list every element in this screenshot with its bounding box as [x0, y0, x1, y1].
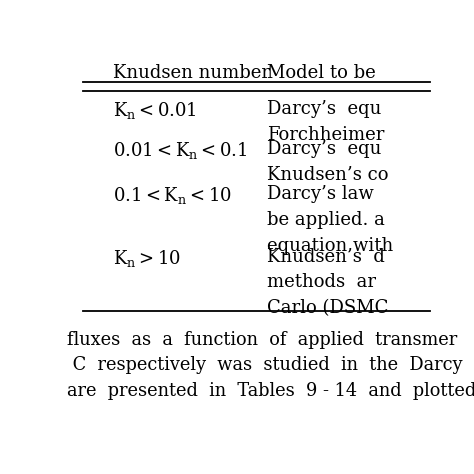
Text: $\mathregular{0.1 < K_n < 10}$: $\mathregular{0.1 < K_n < 10}$ — [112, 185, 231, 206]
Text: C  respectively  was  studied  in  the  Darcy  r: C respectively was studied in the Darcy … — [66, 356, 474, 374]
Text: Darcy’s  equ
Forchheimer: Darcy’s equ Forchheimer — [267, 100, 384, 144]
Text: $\mathregular{0.01 < K_n < 0.1}$: $\mathregular{0.01 < K_n < 0.1}$ — [112, 140, 247, 161]
Text: $\mathregular{K_n < 0.01}$: $\mathregular{K_n < 0.01}$ — [112, 100, 196, 121]
Text: are  presented  in  Tables  9 - 14  and  plotted  ir: are presented in Tables 9 - 14 and plott… — [66, 382, 474, 400]
Text: Model to be: Model to be — [267, 64, 375, 82]
Text: $\mathregular{K_n > 10}$: $\mathregular{K_n > 10}$ — [112, 248, 181, 269]
Text: Knudsen number: Knudsen number — [112, 64, 270, 82]
Text: Darcy’s law 
be applied. a
equation with: Darcy’s law be applied. a equation with — [267, 185, 393, 255]
Text: Darcy’s  equ
Knudsen’s co: Darcy’s equ Knudsen’s co — [267, 140, 388, 184]
Text: fluxes  as  a  function  of  applied  transmer: fluxes as a function of applied transmer — [66, 331, 457, 349]
Text: Knudsen’s  d
methods  ar
Carlo (DSMC: Knudsen’s d methods ar Carlo (DSMC — [267, 248, 388, 317]
